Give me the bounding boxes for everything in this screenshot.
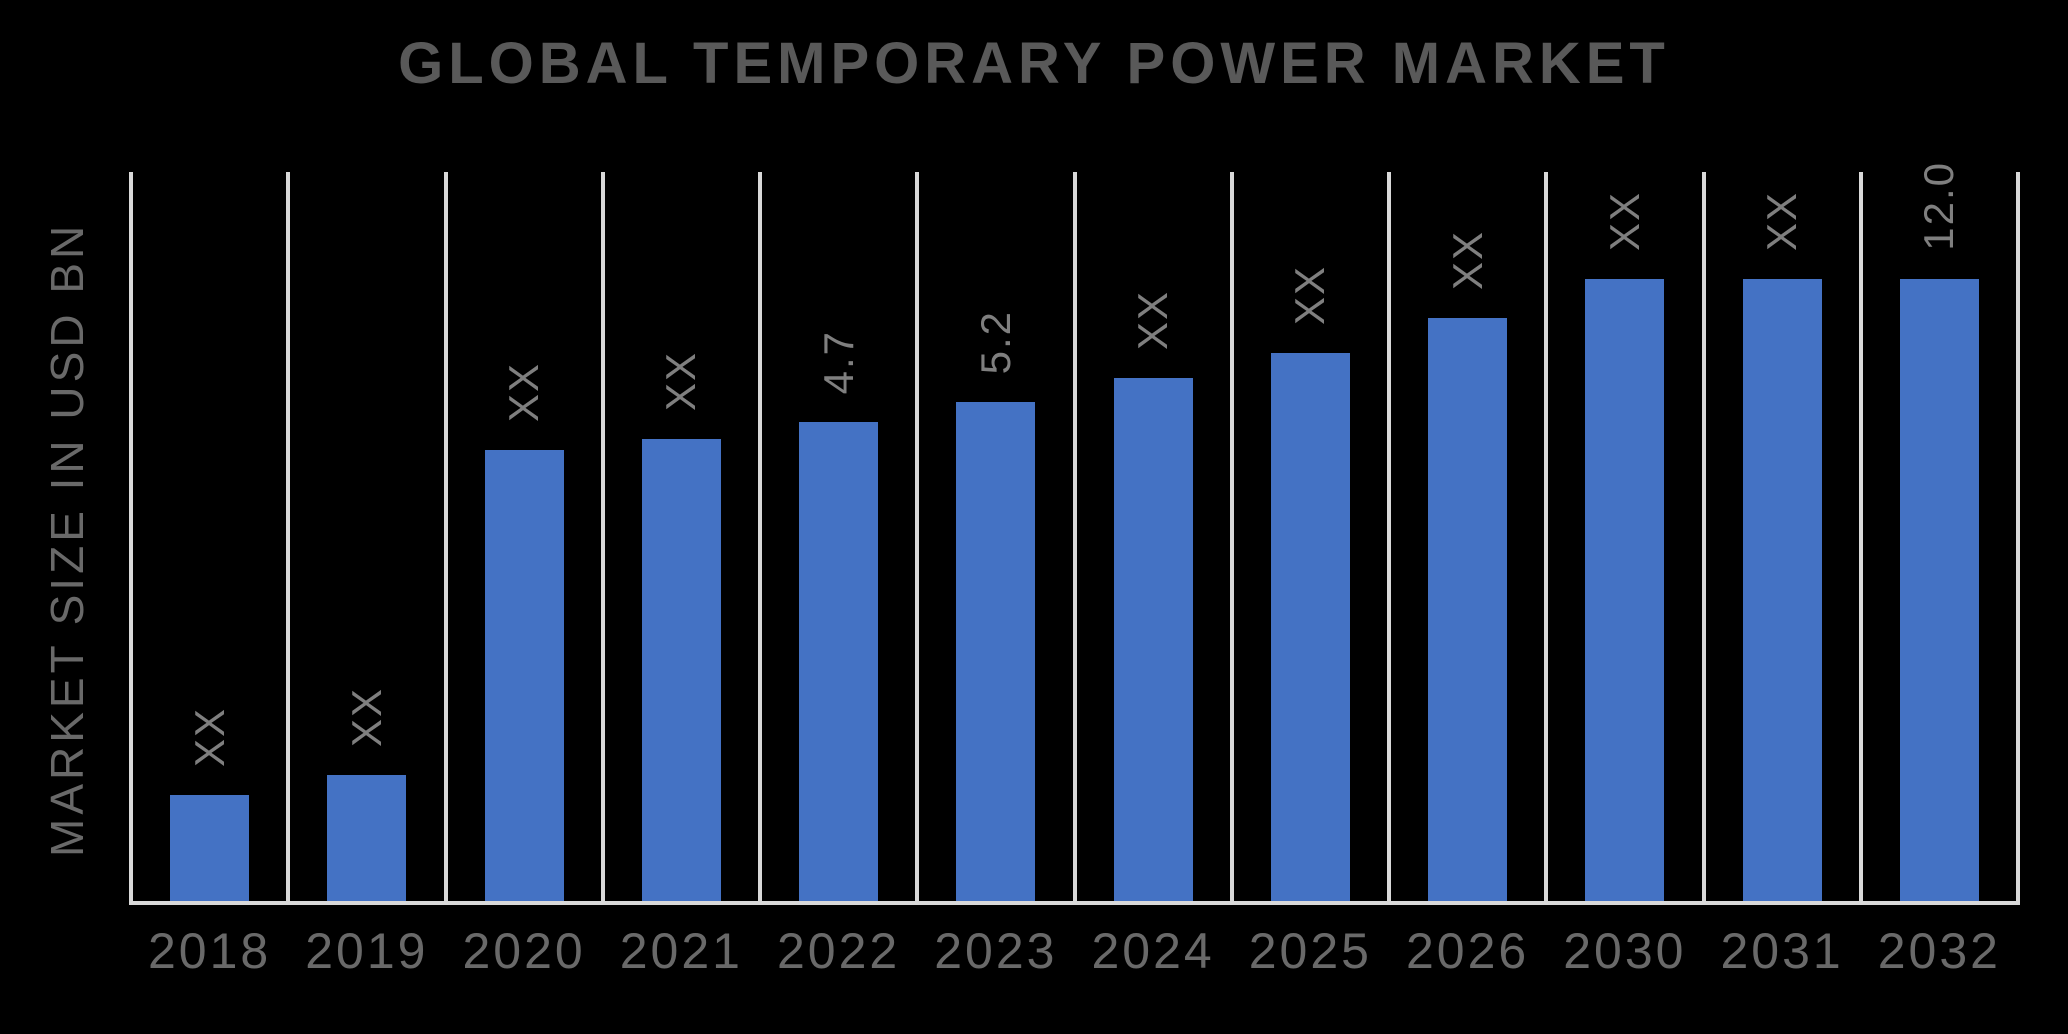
category-gridline <box>1072 172 1077 902</box>
bar <box>1899 279 1979 902</box>
plot-area: XX XX XX XX 4.7 5.2 XX XX XX <box>129 161 2020 905</box>
bar <box>1113 378 1193 902</box>
bar <box>484 450 564 902</box>
bar-column: XX <box>288 172 445 902</box>
category-gridline <box>600 172 605 902</box>
category-gridline <box>1387 172 1391 902</box>
bar-value-label: XX <box>1286 264 1334 325</box>
category-gridline <box>443 172 448 902</box>
x-axis-tick-label: 2021 <box>619 923 743 979</box>
bar-column: XX <box>1075 172 1232 902</box>
bar-value-label: XX <box>185 706 233 767</box>
category-gridline <box>1858 172 1863 902</box>
bar <box>327 775 407 902</box>
x-axis-tick-label: 2030 <box>1563 923 1687 979</box>
bar-value-label: XX <box>1129 289 1177 350</box>
category-gridline <box>915 172 920 902</box>
x-axis-tick-label: 2025 <box>1248 923 1372 979</box>
chart-title: GLOBAL TEMPORARY POWER MARKET <box>398 31 1670 96</box>
bar <box>641 439 721 902</box>
bar <box>1585 279 1665 902</box>
bar-value-label: 12.0 <box>1915 161 1963 251</box>
bar-column: XX <box>603 172 760 902</box>
bar <box>1270 353 1350 902</box>
bar <box>1428 318 1508 902</box>
bar-value-label: 4.7 <box>814 329 862 394</box>
category-gridline <box>1229 172 1234 902</box>
bar-value-label: XX <box>500 361 548 422</box>
x-axis-tick-label: 2019 <box>305 923 429 979</box>
bar-value-label: XX <box>1758 190 1806 251</box>
x-axis-tick-label: 2026 <box>1406 923 1530 979</box>
bar-column: XX <box>131 172 288 902</box>
x-axis-tick-label: 2031 <box>1720 923 1844 979</box>
x-axis-line <box>129 901 2020 905</box>
bar-value-label: XX <box>657 350 705 411</box>
x-axis-tick-label: 2024 <box>1091 923 1215 979</box>
y-axis-title: MARKET SIZE IN USD BN <box>41 221 93 857</box>
category-gridline <box>1701 172 1706 902</box>
x-axis-tick-label: 2023 <box>934 923 1058 979</box>
bar-column: 5.2 <box>917 172 1074 902</box>
x-axis-labels: 2018 2019 2020 2021 2022 2023 2024 2025 … <box>131 922 2018 980</box>
bar <box>956 402 1036 902</box>
category-gridline <box>2016 172 2020 902</box>
x-axis-tick-label: 2022 <box>777 923 901 979</box>
bar-column: XX <box>1704 172 1861 902</box>
x-axis-tick-label: 2020 <box>462 923 586 979</box>
category-gridline <box>286 172 291 902</box>
bar-value-label: XX <box>1600 190 1648 251</box>
bar-column: XX <box>446 172 603 902</box>
bar <box>170 795 250 902</box>
bar-column: XX <box>1546 172 1703 902</box>
bar-column: XX <box>1232 172 1389 902</box>
bar <box>1742 279 1822 902</box>
x-axis-tick-label: 2018 <box>148 923 272 979</box>
bar-column: 4.7 <box>760 172 917 902</box>
x-axis-tick-label: 2032 <box>1877 923 2001 979</box>
category-gridline <box>129 172 133 902</box>
category-gridline <box>1544 172 1549 902</box>
category-gridline <box>758 172 762 902</box>
bar <box>799 422 879 902</box>
bar-value-label: XX <box>342 686 390 747</box>
bar-column: XX <box>1389 172 1546 902</box>
bar-value-label: XX <box>1443 229 1491 290</box>
bar-column: 12.0 <box>1861 161 2018 902</box>
bar-value-label: 5.2 <box>971 309 1019 374</box>
